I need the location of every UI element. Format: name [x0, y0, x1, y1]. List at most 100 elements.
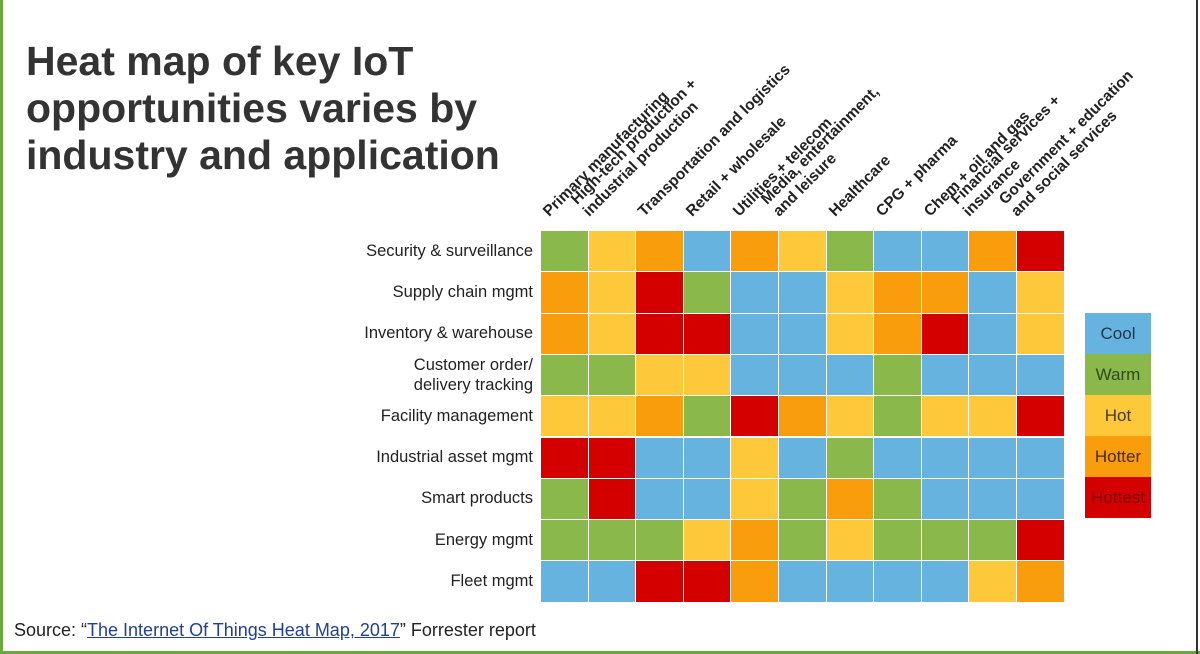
heatmap-cell: [635, 312, 684, 355]
heatmap-cell: [920, 312, 970, 355]
heatmap-cell: [587, 395, 637, 438]
row-label-line: Facility management: [380, 406, 533, 425]
row-label-line: Smart products: [421, 489, 533, 508]
heatmap-cell: [825, 395, 875, 438]
row-label-line: Customer order/: [413, 355, 533, 374]
heatmap-cell: [587, 230, 637, 273]
heatmap-cell: [825, 312, 875, 355]
heatmap-cell: [778, 560, 827, 603]
heatmap-cell: [873, 230, 922, 273]
heatmap-cell: [873, 477, 922, 521]
column-label-line: High-tech production +: [567, 75, 700, 208]
heatmap-cell: [778, 436, 827, 479]
heatmap-cell: [540, 312, 589, 355]
heatmap-cell: [778, 353, 827, 397]
heatmap-cell: [730, 230, 779, 273]
heatmap-cell: [778, 519, 827, 562]
heatmap-cell: [682, 312, 732, 355]
heatmap-cell: [682, 271, 732, 314]
heatmap-cell: [778, 312, 827, 355]
heatmap-cell: [540, 395, 589, 438]
row-label: Security & surveillance: [366, 241, 533, 261]
source-link[interactable]: The Internet Of Things Heat Map, 2017: [87, 620, 400, 640]
heatmap-cell: [825, 477, 875, 521]
heatmap-cell: [587, 312, 637, 355]
heatmap-cell: [1016, 271, 1065, 314]
heatmap-cell: [920, 230, 970, 273]
row-label-line: Energy mgmt: [434, 530, 533, 549]
heatmap-cell: [587, 560, 637, 603]
heatmap-cell: [968, 230, 1017, 273]
row-label: Facility management: [381, 406, 533, 426]
heatmap-cell: [682, 353, 732, 397]
heatmap-cell: [778, 477, 827, 521]
heatmap-cell: [730, 436, 779, 479]
heatmap-cell: [682, 436, 732, 479]
heatmap-cell: [587, 477, 637, 521]
heatmap-cell: [587, 271, 637, 314]
heatmap-cell: [968, 436, 1017, 479]
heatmap-cell: [920, 519, 970, 562]
heatmap-cell: [540, 519, 589, 562]
heatmap-cell: [825, 436, 875, 479]
legend-item-hot: Hot: [1085, 395, 1151, 436]
row-label: Inventory & warehouse: [364, 323, 533, 343]
row-label: Fleet mgmt: [450, 571, 533, 591]
frame-left-border: [0, 0, 3, 654]
heatmap-cell: [587, 436, 637, 479]
legend-label: Hottest: [1091, 487, 1145, 507]
heatmap-cell: [968, 312, 1017, 355]
row-label: Supply chain mgmt: [393, 282, 533, 302]
heatmap-cell: [587, 519, 637, 562]
heatmap-cell: [730, 271, 779, 314]
heatmap-cell: [778, 395, 827, 438]
title-line: Heat map of key IoT: [26, 38, 414, 84]
heatmap-cell: [873, 312, 922, 355]
heatmap-cell: [635, 436, 684, 479]
legend-item-cool: Cool: [1085, 313, 1151, 354]
heatmap-cell: [920, 436, 970, 479]
row-label: Energy mgmt: [435, 530, 533, 550]
heatmap-cell: [1016, 519, 1065, 562]
legend-label: Hot: [1104, 405, 1132, 425]
heatmap-cell: [968, 560, 1017, 603]
source-note: Source: “The Internet Of Things Heat Map…: [14, 620, 536, 641]
heatmap-cell: [825, 519, 875, 562]
heatmap-cell: [635, 477, 684, 521]
heatmap-cell: [968, 395, 1017, 438]
source-prefix: Source: “: [14, 620, 88, 640]
heatmap-cell: [635, 519, 684, 562]
heatmap-cell: [920, 477, 970, 521]
heatmap-cell: [730, 519, 779, 562]
heatmap-cell: [1016, 230, 1065, 273]
row-label-line: Supply chain mgmt: [392, 282, 533, 301]
heatmap-cell: [682, 560, 732, 603]
heatmap-cell: [682, 395, 732, 438]
heatmap-cell: [968, 353, 1017, 397]
heatmap-cell: [873, 353, 922, 397]
chart-title: Heat map of key IoT opportunities varies…: [26, 38, 500, 179]
heatmap-cell: [730, 395, 779, 438]
heatmap-cell: [920, 271, 970, 314]
column-label: CPG + pharma: [873, 132, 961, 220]
heatmap-cell: [1016, 312, 1065, 355]
heatmap-cell: [825, 560, 875, 603]
heatmap-cell: [540, 353, 589, 397]
heatmap-cell: [682, 519, 732, 562]
heatmap-cell: [873, 519, 922, 562]
heatmap-cell: [635, 395, 684, 438]
heatmap-cell: [968, 519, 1017, 562]
heatmap-cell: [873, 271, 922, 314]
heatmap-cell: [635, 560, 684, 603]
heatmap-cell: [920, 395, 970, 438]
heatmap-cell: [635, 230, 684, 273]
legend-label: Hotter: [1094, 446, 1142, 466]
heatmap-cell: [825, 353, 875, 397]
heatmap-cell: [1016, 560, 1065, 603]
heatmap-cell: [873, 436, 922, 479]
heatmap-cell: [1016, 477, 1065, 521]
heatmap-cell: [635, 271, 684, 314]
heatmap-cell: [540, 230, 589, 273]
heatmap-cell: [920, 560, 970, 603]
title-line: opportunities varies by: [26, 85, 478, 131]
